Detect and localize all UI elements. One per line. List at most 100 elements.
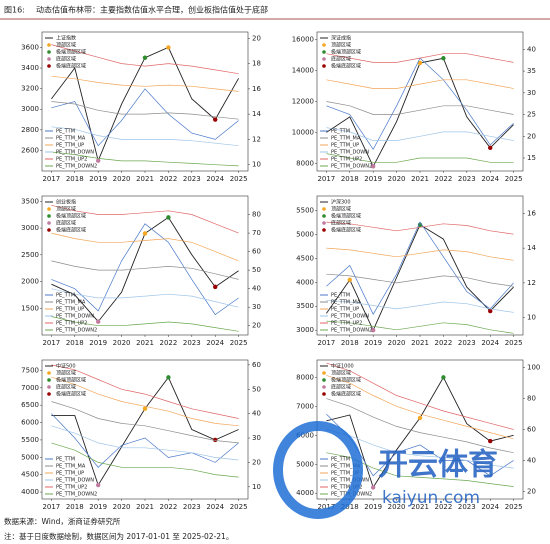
y-tick-label: 10000 (292, 128, 314, 136)
legend-label: 极端顶部区域 (331, 213, 361, 220)
x-tick-label: 2020 (113, 503, 131, 511)
legend-label: 中证500 (56, 363, 76, 370)
legend-swatch (47, 392, 51, 396)
y2-tick-label: 80 (252, 211, 261, 219)
pe-line (326, 53, 514, 63)
legend-label: 中证1000 (331, 363, 354, 370)
zone-marker (142, 55, 148, 60)
y2-tick-label: 40 (527, 456, 536, 464)
legend-swatch (47, 207, 51, 211)
legend-label: 顶部区域 (56, 370, 76, 377)
legend-label: 极端顶部区域 (331, 377, 361, 384)
x-tick-label: 2023 (183, 175, 201, 183)
legend-label: PE_TTM_DOWN2 (56, 492, 97, 498)
y-tick-label: 7000 (21, 384, 39, 392)
legend-label: PE_TTM_UP2 (331, 157, 362, 163)
y2-tick-label: 12 (527, 279, 536, 287)
pe-line (326, 320, 514, 334)
y2-tick-label: 40 (527, 45, 536, 53)
x-tick-label: 2025 (230, 175, 248, 183)
y2-tick-label: 10 (527, 314, 536, 322)
y2-tick-label: 60 (527, 426, 536, 434)
y2-tick-label: 80 (527, 395, 536, 403)
y2-tick-label: 10 (252, 483, 261, 491)
legend-swatch (322, 57, 326, 61)
legend-label: 底部区域 (56, 384, 76, 391)
x-tick-label: 2020 (388, 175, 406, 183)
legend-label: PE_TTM_DOWN2 (56, 164, 97, 170)
y2-tick-label: 16 (252, 85, 261, 93)
legend-swatch (47, 64, 51, 68)
x-tick-label: 2017 (317, 175, 335, 183)
pe-line (51, 223, 239, 316)
legend-swatch (47, 50, 51, 54)
x-tick-label: 2025 (505, 503, 523, 511)
x-tick-label: 2021 (136, 503, 154, 511)
legend-label: PE_TTM_UP (331, 143, 359, 149)
pe-line (326, 429, 514, 469)
x-tick-label: 2019 (364, 339, 382, 347)
legend-label: 底部区域 (56, 220, 76, 227)
x-tick-label: 2017 (42, 339, 60, 347)
legend-label: PE_TTM_UP (331, 471, 359, 477)
pe-line (51, 151, 239, 167)
legend-swatch (322, 43, 326, 47)
y-tick-label: 3500 (296, 302, 314, 310)
y2-tick-label: 20 (527, 487, 536, 495)
legend-label: 深证成指 (331, 35, 351, 42)
y-tick-label: 3000 (21, 224, 39, 232)
legend-label: 创业板指 (56, 199, 76, 206)
y2-tick-label: 25 (527, 111, 536, 119)
x-tick-label: 2024 (206, 339, 224, 347)
legend-swatch (47, 214, 51, 218)
x-tick-label: 2019 (89, 503, 107, 511)
zone-marker (370, 328, 376, 333)
y-tick-label: 1500 (21, 304, 39, 312)
y2-tick-label: 50 (252, 385, 261, 393)
legend-label: PE_TTM_DOWN2 (331, 164, 372, 170)
y2-tick-label: 14 (527, 244, 536, 252)
y-tick-label: 5000 (296, 460, 314, 468)
watermark: 开云体育 kaiyun.com (273, 421, 498, 519)
x-tick-label: 2020 (113, 175, 131, 183)
y2-tick-label: 20 (252, 458, 261, 466)
y2-tick-label: 10 (252, 161, 261, 169)
pe-line (51, 364, 239, 419)
x-tick-label: 2017 (42, 175, 60, 183)
y-tick-label: 14000 (292, 67, 314, 75)
y2-tick-label: 20 (527, 132, 536, 140)
x-tick-label: 2022 (434, 175, 452, 183)
x-tick-label: 2020 (388, 503, 406, 511)
pe-line (326, 127, 514, 141)
legend-label: PE_TTM_DOWN2 (331, 328, 372, 334)
y-tick-label: 6000 (296, 431, 314, 439)
legend-label: 顶部区域 (331, 370, 351, 377)
zone-marker (166, 375, 171, 380)
legend-label: PE_TTM_DOWN (331, 478, 369, 484)
data-note: 注：基于日度数据绘制，数据区间为 2017-01-01 至 2025-02-21… (4, 531, 233, 541)
zone-marker (142, 406, 148, 411)
x-tick-label: 2022 (434, 503, 452, 511)
watermark-logo (273, 421, 363, 519)
legend-swatch (322, 214, 326, 218)
legend-label: 顶部区域 (56, 42, 76, 49)
zone-marker (95, 482, 101, 488)
legend-swatch (47, 57, 51, 61)
y-tick-label: 2800 (21, 126, 39, 134)
y-tick-label: 2600 (21, 146, 39, 154)
x-tick-label: 2018 (66, 503, 84, 511)
zone-marker (488, 145, 493, 151)
x-tick-label: 2024 (481, 339, 499, 347)
legend-swatch (47, 371, 51, 375)
y2-tick-label: 40 (252, 410, 261, 418)
zone-marker (213, 284, 218, 290)
y2-tick-label: 70 (252, 229, 261, 237)
legend-label: 极端顶部区域 (331, 49, 361, 56)
y-tick-label: 7000 (296, 402, 314, 410)
x-tick-label: 2018 (341, 175, 359, 183)
zone-marker (166, 45, 171, 50)
y2-tick-label: 30 (252, 303, 261, 311)
x-tick-label: 2019 (364, 503, 382, 511)
y2-tick-label: 16 (527, 209, 536, 217)
x-tick-label: 2019 (89, 175, 107, 183)
